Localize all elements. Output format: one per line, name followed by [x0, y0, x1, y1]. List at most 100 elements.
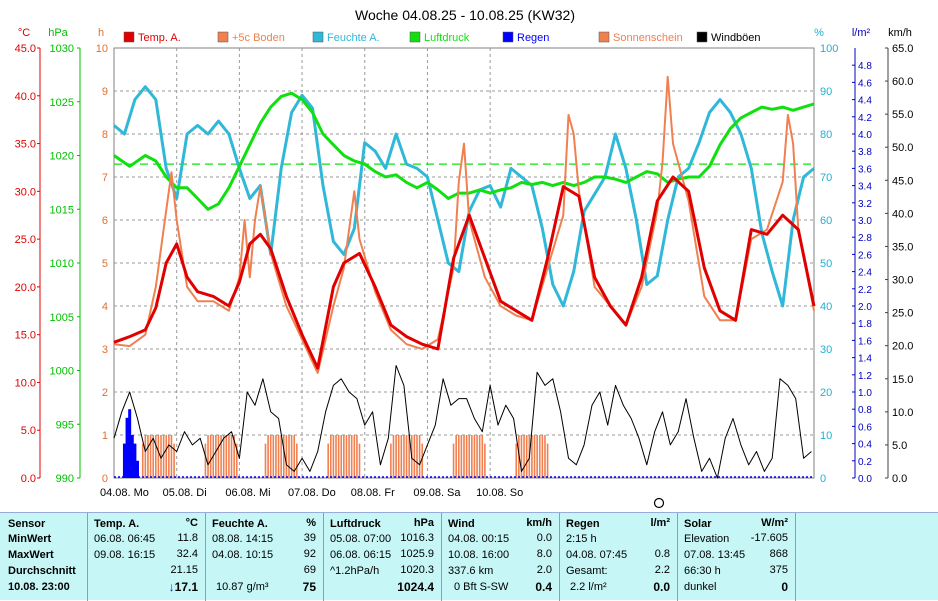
divider [559, 513, 560, 601]
stats-table: Sensor MinWert MaxWert Durchschnitt 10.0… [0, 512, 938, 601]
sun-tick-label: 0 [102, 473, 108, 485]
row-label-avg: Durchschnitt [8, 565, 76, 577]
sunshine-bar [290, 435, 293, 478]
gust-tick-label: 30.0 [892, 275, 913, 287]
x-tick-label: 05.08. Di [163, 487, 207, 499]
temp_c-tick-label: 20.0 [15, 282, 36, 294]
sunshine-bar [525, 435, 528, 478]
humidity-tick-label: 0 [820, 473, 826, 485]
sunshine-bar [296, 443, 298, 478]
pressure_hpa-tick-label: 995 [56, 419, 74, 431]
sunshine-bar [397, 435, 400, 478]
sunshine-bar [541, 435, 544, 478]
gust-tick-label: 25.0 [892, 308, 913, 320]
sunshine-bar [147, 435, 149, 478]
sunshine-bar [538, 435, 541, 478]
sunshine-bar [337, 435, 340, 478]
hum-avg: 69 [303, 564, 316, 576]
series-line-luftdruck [113, 91, 815, 211]
rain-tick-label: 4.6 [858, 78, 872, 89]
press-min: 1016.3 [400, 532, 434, 544]
rain_lm2-unit-label: l/m² [852, 27, 871, 39]
temp_c-unit-label: °C [18, 27, 30, 39]
humidity-tick-label: 10 [820, 430, 832, 442]
solar-avg: 375 [769, 564, 788, 576]
solar-state: dunkel [684, 581, 717, 593]
gust-tick-label: 5.0 [892, 440, 907, 452]
temp_c-tick-label: 30.0 [15, 186, 36, 198]
pressure_hpa-tick-label: 990 [56, 473, 74, 485]
rain-tick-label: 3.8 [858, 147, 872, 158]
sunshine-bar [356, 435, 358, 478]
sun-tick-label: 9 [102, 86, 108, 98]
sunshine-bar [154, 435, 157, 478]
rain-bar [128, 409, 132, 478]
rain-max: 0.8 [654, 548, 670, 560]
rain-current: 0.0 [653, 580, 670, 594]
divider [323, 513, 324, 601]
sunshine-bar [152, 435, 154, 478]
sun-tick-label: 6 [102, 215, 108, 227]
temp-min: 11.8 [177, 532, 198, 544]
sunshine-bar [282, 435, 285, 478]
legend-swatch [696, 31, 708, 43]
press-max: 1025.9 [400, 548, 434, 560]
temp_c-tick-label: 25.0 [15, 234, 36, 246]
sunshine-bar [400, 435, 403, 478]
humidity_pct-unit-label: % [814, 27, 824, 39]
sunshine-bar [228, 435, 230, 478]
temp_c-tick-label: 10.0 [15, 377, 36, 389]
hum-max: 92 [303, 548, 316, 560]
sunshine-bar [207, 435, 209, 478]
sunshine-bar [536, 435, 538, 478]
row-label-min: MinWert [8, 533, 52, 545]
sun_h-unit-label: h [98, 27, 104, 39]
legend-swatch [312, 31, 324, 43]
sunshine-bar [403, 435, 405, 478]
rain-max-time: 04.08. 07:45 [566, 549, 628, 561]
wind-header: Wind [448, 518, 475, 530]
gust-tick-label: 20.0 [892, 341, 913, 353]
temp-current: ↓17.1 [168, 580, 198, 594]
gust-tick-label: 60.0 [892, 76, 913, 88]
sunshine-bar [473, 435, 476, 478]
gust-tick-label: 0.0 [892, 473, 907, 485]
humidity-tick-label: 70 [820, 172, 832, 184]
pressure-column: Luftdruck hPa 05.08. 07:00 1016.3 06.08.… [324, 513, 440, 601]
divider [795, 513, 796, 601]
rain-bar [125, 417, 129, 478]
gust-tick-label: 15.0 [892, 374, 913, 386]
rain-header: Regen [566, 518, 600, 530]
sunshine-bar [144, 435, 147, 478]
hum-header: Feuchte A. [212, 518, 268, 530]
sunshine-bar [353, 435, 356, 478]
legend-swatch [217, 31, 229, 43]
sunshine-bar [350, 435, 353, 478]
legend-swatch [598, 31, 610, 43]
rain-tick-label: 3.6 [858, 164, 872, 175]
temp-max: 32.4 [176, 548, 198, 560]
pressure_hpa-tick-label: 1030 [50, 43, 74, 55]
rain-current-label: 2.2 l/m² [570, 581, 607, 593]
hum-min-time: 08.08. 14:15 [212, 533, 274, 545]
rain-tick-label: 3.4 [858, 182, 872, 193]
hum-max-time: 04.08. 10:15 [212, 549, 274, 561]
pressure_hpa-tick-label: 1005 [50, 312, 74, 324]
sunshine-bar [348, 435, 350, 478]
sun-tick-label: 10 [96, 43, 108, 55]
gust-tick-label: 50.0 [892, 142, 913, 154]
sunshine-bar [327, 443, 329, 478]
rain-column: Regen l/m² 2:15 h 04.08. 07:45 0.8 Gesam… [560, 513, 676, 601]
humidity-column: Feuchte A. % 08.08. 14:15 39 04.08. 10:1… [206, 513, 322, 601]
sun-tick-label: 2 [102, 387, 108, 399]
sunshine-bar [269, 435, 272, 478]
x-tick-label: 06.08. Mi [225, 487, 270, 499]
press-min-time: 05.08. 07:00 [330, 533, 392, 545]
sunshine-bar [546, 443, 549, 478]
solar-max-time: 07.08. 13:45 [684, 549, 746, 561]
rain-bar [133, 443, 137, 478]
divider [677, 513, 678, 601]
wind-current: 0.4 [535, 580, 552, 594]
sunshine-bar [343, 435, 345, 478]
rain-tick-label: 0.4 [858, 440, 872, 451]
